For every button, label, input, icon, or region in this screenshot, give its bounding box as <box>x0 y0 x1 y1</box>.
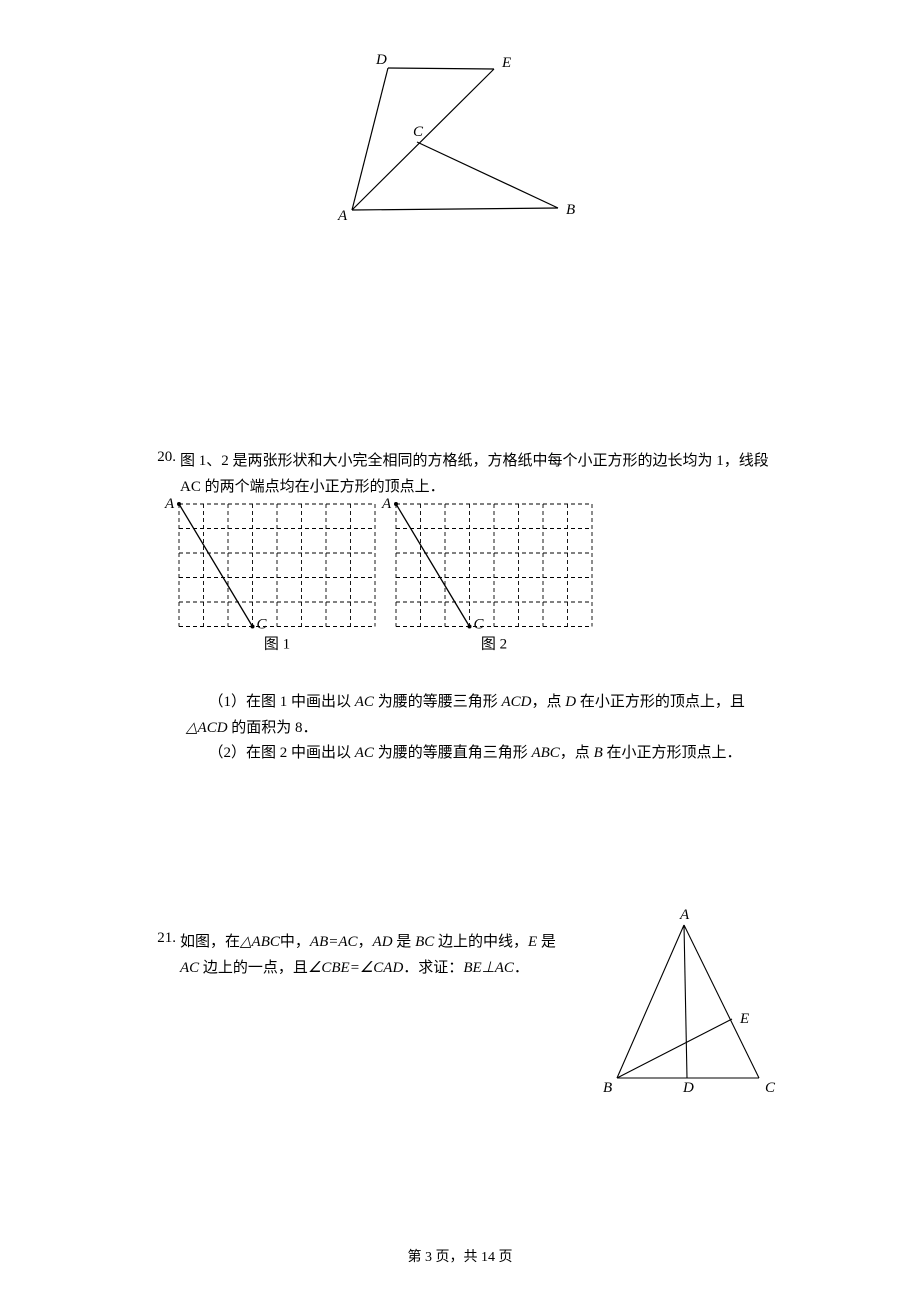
problem-21-figure: A B C D E <box>0 0 920 1205</box>
svg-text:C: C <box>765 1080 776 1096</box>
svg-text:B: B <box>603 1080 612 1096</box>
svg-text:D: D <box>682 1080 694 1096</box>
svg-text:E: E <box>739 1011 749 1027</box>
page-footer: 第 3 页，共 14 页 <box>0 1246 920 1266</box>
svg-text:A: A <box>679 907 690 923</box>
